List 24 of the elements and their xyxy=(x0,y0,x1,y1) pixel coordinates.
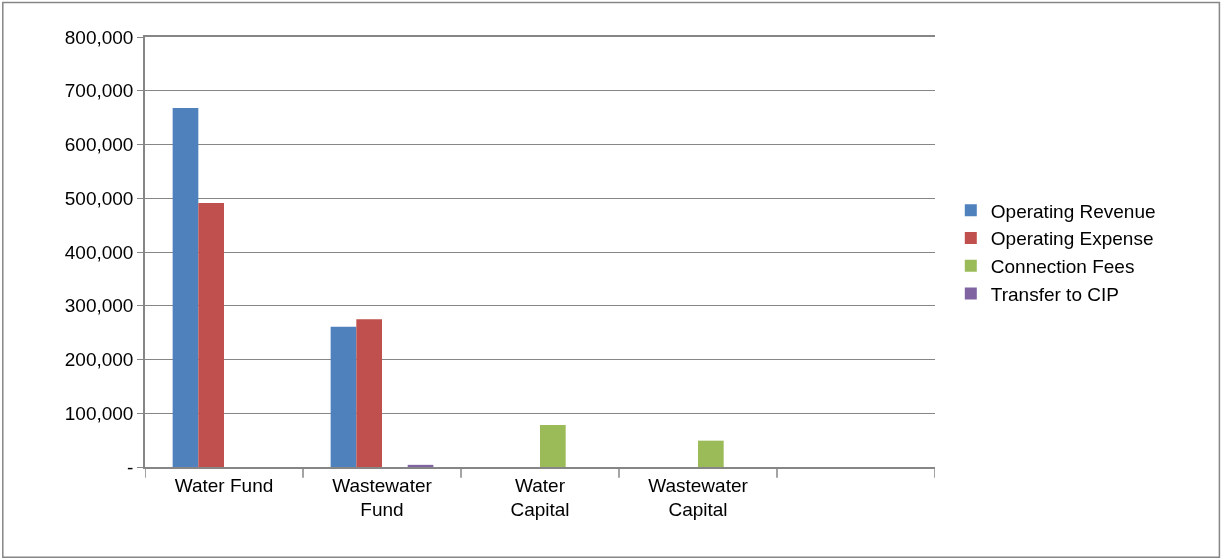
bar xyxy=(330,326,357,467)
bar xyxy=(407,464,434,467)
legend-label: Operating Revenue xyxy=(990,200,1156,222)
bar xyxy=(698,440,724,467)
legend-label: Connection Fees xyxy=(990,256,1135,278)
x-tick-label: Water Fund xyxy=(174,474,274,496)
legend-label: Operating Expense xyxy=(990,228,1154,250)
x-tick-label: Wastewater Capital xyxy=(648,474,749,521)
y-tick-label: 200,000 xyxy=(64,349,134,371)
legend-label: Transfer to CIP xyxy=(990,283,1119,305)
y-tick-label: - xyxy=(127,456,134,478)
x-tick-label: Water Capital xyxy=(510,474,570,521)
y-tick-label: 400,000 xyxy=(64,241,134,263)
y-tick-label: 700,000 xyxy=(64,80,134,102)
y-tick-label: 100,000 xyxy=(64,402,134,424)
bar xyxy=(198,203,224,467)
bar xyxy=(540,425,566,467)
y-tick-label: 800,000 xyxy=(64,26,134,48)
y-tick-label: 500,000 xyxy=(64,187,134,209)
y-tick-label: 600,000 xyxy=(64,134,134,156)
bar xyxy=(172,107,199,467)
bar xyxy=(356,319,382,467)
x-tick-label: Wastewater Fund xyxy=(332,474,433,521)
y-tick-label: 300,000 xyxy=(64,295,134,317)
